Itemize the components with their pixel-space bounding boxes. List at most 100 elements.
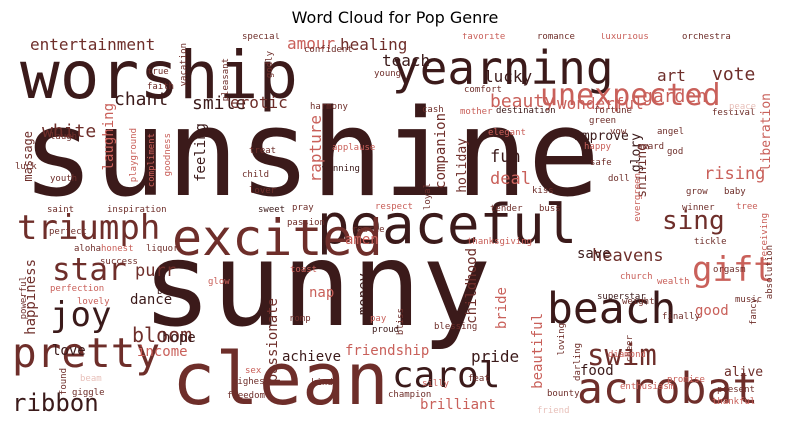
word-destination: destination (496, 106, 556, 116)
word-enthusiasm: enthusiasm (620, 382, 675, 392)
word-confident: confident (304, 45, 353, 55)
word-gift: gift (692, 250, 774, 290)
word-sunshine: sunshine (22, 85, 600, 224)
word-treat: treat (249, 146, 277, 156)
word-vow: vow (610, 127, 627, 137)
word-peace: peace (729, 102, 757, 112)
word-star: star (52, 252, 127, 288)
word-lover: lover (249, 186, 277, 196)
word-peaceful: peaceful (317, 193, 578, 256)
word-safe: safe (590, 158, 612, 168)
word-bride: bride (494, 287, 510, 330)
word-entertainment: entertainment (30, 35, 156, 54)
word-mother: mother (460, 107, 493, 117)
word-smile: smile (192, 93, 247, 114)
word-ribbon: ribbon (12, 389, 99, 417)
word-white: white (42, 121, 97, 142)
word-income: income (137, 344, 188, 360)
word-darling: darling (573, 343, 583, 381)
word-comfort: comfort (464, 85, 502, 95)
word-beach: beach (547, 284, 677, 334)
word-baby: baby (724, 187, 746, 197)
word-finally: finally (662, 312, 700, 322)
word-feeling: feeling (193, 123, 209, 183)
word-friend: friend (537, 406, 570, 416)
word-music: music (735, 295, 763, 305)
word-beam: beam (80, 374, 102, 384)
word-perfect: perfect (49, 227, 87, 237)
word-green: green (589, 116, 617, 126)
word-romp: romp (289, 314, 311, 324)
word-romance: romance (537, 33, 575, 42)
word-companion: companion (433, 113, 449, 189)
word-food: food (580, 363, 614, 379)
word-favorite: favorite (462, 33, 506, 42)
word-acrobat: acrobat (577, 364, 759, 414)
word-evergreen: evergreen (633, 173, 643, 222)
word-goodness: goodness (163, 133, 173, 177)
word-vote: vote (712, 64, 756, 85)
word-loving: loving (557, 323, 567, 356)
word-rescue: rescue (352, 225, 385, 235)
word-garden: garden (642, 86, 708, 107)
word-compliment: compliment (147, 133, 157, 188)
word-orgasm: orgasm (713, 265, 746, 275)
word-godly: godly (265, 51, 275, 79)
word-sunny: sunny (142, 218, 492, 353)
word-tree: tree (736, 202, 758, 212)
word-alive: alive (724, 365, 764, 380)
word-playground: playground (129, 128, 139, 183)
word-cash: cash (422, 105, 444, 115)
word-pleasant: pleasant (221, 58, 231, 102)
word-passionate: passionate (265, 298, 281, 383)
word-grow: grow (686, 187, 708, 197)
word-childhood: childhood (464, 248, 480, 324)
word-excited: excited (172, 209, 383, 267)
word-nap: nap (309, 285, 335, 301)
word-silly: silly (422, 379, 450, 389)
word-kiss: kiss (532, 186, 554, 196)
word-pay: pay (370, 314, 387, 324)
word-winning: winning (322, 164, 360, 174)
word-pride: pride (471, 347, 520, 366)
word-youth: youth (50, 174, 78, 184)
word-pretty: pretty (12, 329, 161, 377)
word-yearning: yearning (392, 41, 614, 95)
word-true: true (147, 67, 169, 77)
word-sweet: sweet (258, 205, 286, 215)
word-buss: buss (539, 204, 561, 214)
word-liquor: liquor (146, 244, 179, 254)
word-giggle: giggle (72, 388, 105, 398)
word-award: award (637, 142, 665, 152)
word-chant: chant (114, 89, 169, 110)
word-god: god (667, 147, 684, 157)
word-fortune: fortune (594, 106, 632, 116)
word-tickle: tickle (694, 237, 727, 247)
word-purr: purr (135, 261, 176, 281)
word-holiday: holiday (455, 138, 470, 193)
word-passion: passion (287, 218, 325, 228)
word-unexpected: unexpected (540, 78, 721, 113)
word-carol: carol (392, 355, 501, 396)
word-respect: respect (375, 202, 413, 212)
word-good: good (695, 303, 729, 319)
word-winner: winner (682, 203, 715, 213)
word-pray: pray (292, 203, 314, 213)
word-sing: sing (662, 206, 725, 236)
word-thankful: thankful (712, 397, 756, 407)
word-aloha: aloha (74, 244, 102, 254)
word-achieve: achieve (282, 349, 342, 365)
word-special: special (242, 33, 280, 42)
word-faith: faith (147, 82, 175, 92)
word-diamond: diamond (608, 350, 646, 360)
word-sun: sun (342, 129, 359, 139)
word-money: money (356, 273, 372, 316)
word-elegant: elegant (488, 128, 526, 138)
word-heavens: heavens (592, 246, 664, 266)
word-applause: applause (332, 143, 376, 153)
word-blessing: blessing (434, 322, 478, 332)
word-success: success (100, 257, 138, 267)
word-worship: worship (20, 37, 299, 114)
word-rising: rising (704, 164, 766, 184)
word-honest: honest (101, 244, 134, 254)
